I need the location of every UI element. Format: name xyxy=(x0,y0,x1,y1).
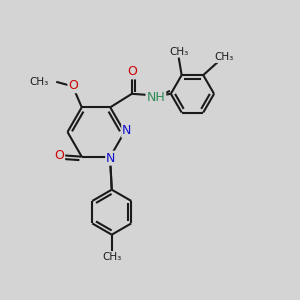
Text: NH: NH xyxy=(146,91,165,104)
Text: CH₃: CH₃ xyxy=(169,47,188,57)
Text: CH₃: CH₃ xyxy=(29,77,49,87)
Text: CH₃: CH₃ xyxy=(102,252,122,262)
Text: CH₃: CH₃ xyxy=(214,52,234,62)
Text: O: O xyxy=(54,149,64,162)
Text: N: N xyxy=(122,124,132,137)
Text: O: O xyxy=(127,65,137,78)
Text: O: O xyxy=(68,79,78,92)
Text: N: N xyxy=(106,152,116,165)
